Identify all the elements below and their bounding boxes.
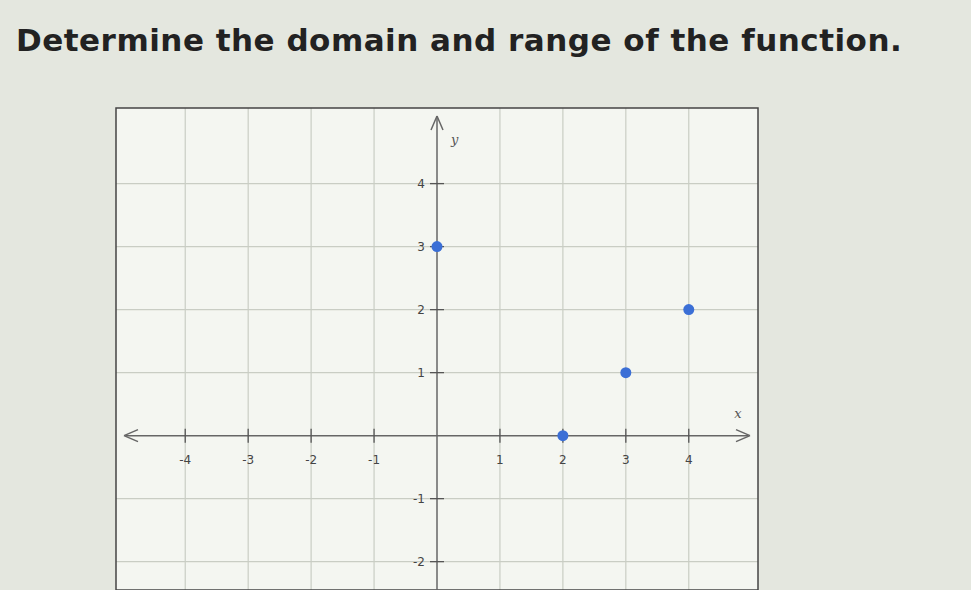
grid-line xyxy=(688,108,689,590)
tick xyxy=(499,429,500,443)
tick xyxy=(430,372,444,373)
grid-line xyxy=(373,108,374,590)
grid-line xyxy=(625,108,626,590)
tick-label: -2 xyxy=(305,453,317,467)
tick xyxy=(430,498,444,499)
points xyxy=(432,241,695,441)
grid-line xyxy=(185,108,186,590)
tick xyxy=(373,429,374,443)
point xyxy=(557,430,568,441)
grid-line xyxy=(116,183,758,184)
tick-label: -1 xyxy=(413,492,425,506)
y-axis xyxy=(436,116,438,590)
y-label: y xyxy=(450,132,459,147)
point xyxy=(683,304,694,315)
tick-label: 3 xyxy=(622,453,630,467)
x-label: x xyxy=(734,406,742,421)
plot-area xyxy=(116,108,758,590)
point xyxy=(620,367,631,378)
grid-line xyxy=(116,561,758,562)
tick-label: 3 xyxy=(417,240,425,254)
tick xyxy=(625,429,626,443)
tick-label: 1 xyxy=(417,366,425,380)
tick xyxy=(185,429,186,443)
tick-label: 4 xyxy=(685,453,693,467)
tick-label: 4 xyxy=(417,177,425,191)
grid-line xyxy=(562,108,563,590)
tick xyxy=(430,309,444,310)
tick xyxy=(430,183,444,184)
grid-line xyxy=(311,108,312,590)
point xyxy=(432,241,443,252)
y-arrow xyxy=(431,116,443,130)
plot-frame xyxy=(116,108,758,590)
grid-line xyxy=(116,309,758,310)
tick xyxy=(430,561,444,562)
grid-line xyxy=(499,108,500,590)
tick-label: -3 xyxy=(242,453,254,467)
chart: -4 -3 -2 -1 1 2 3 4 -2 -1 1 2 3 4 x y xyxy=(0,0,971,590)
grid-line xyxy=(116,498,758,499)
grid-line xyxy=(116,372,758,373)
tick-label: 1 xyxy=(496,453,504,467)
x-arrow xyxy=(124,430,138,442)
title: Determine the domain and range of the fu… xyxy=(16,22,902,58)
x-arrow xyxy=(736,430,750,442)
tick xyxy=(688,429,689,443)
tick xyxy=(310,429,311,443)
tick-label: -2 xyxy=(413,555,425,569)
tick-label: 2 xyxy=(417,303,425,317)
tick-label: -4 xyxy=(179,453,191,467)
tick-label: -1 xyxy=(368,453,380,467)
tick xyxy=(248,429,249,443)
grid-line xyxy=(248,108,249,590)
tick-label: 2 xyxy=(559,453,567,467)
